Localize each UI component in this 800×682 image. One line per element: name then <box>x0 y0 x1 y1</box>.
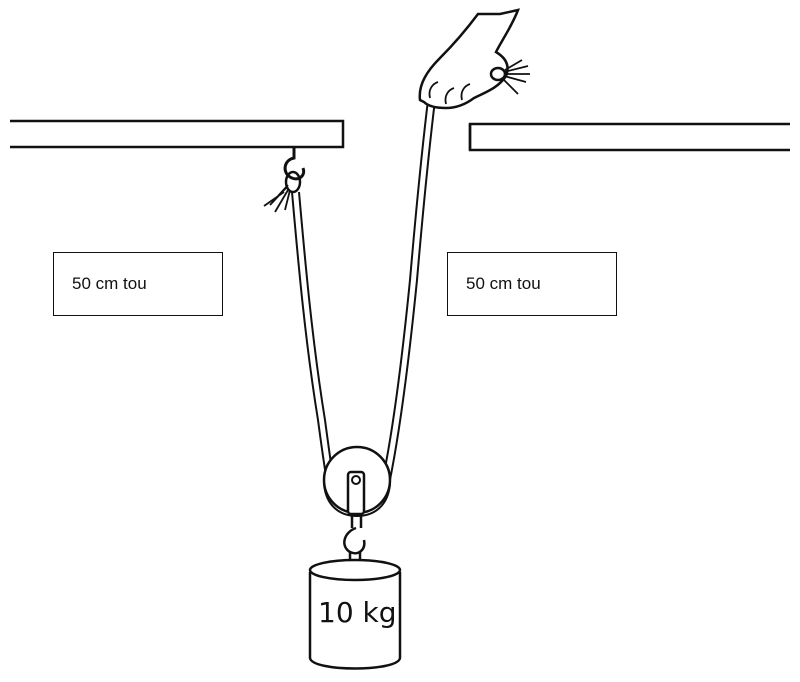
rope-right <box>379 99 436 495</box>
left-beam <box>10 119 345 149</box>
hand-icon <box>418 8 530 110</box>
left-distance-label: 50 cm tou <box>53 252 223 316</box>
ceiling-hook <box>263 147 306 213</box>
pulley-wheel <box>322 445 392 528</box>
right-beam <box>468 122 790 152</box>
weight-label: 10 kg <box>318 596 397 629</box>
weight-10kg: 10 kg <box>308 558 402 670</box>
rope-left <box>291 191 337 499</box>
right-distance-label: 50 cm tou <box>447 252 617 316</box>
